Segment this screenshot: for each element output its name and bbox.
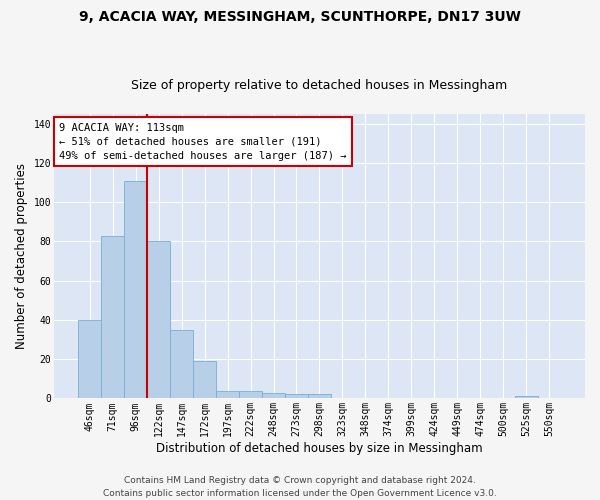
Bar (78, 320, 101, 398)
Bar (170, 330, 193, 398)
Bar (308, 394, 331, 398)
Bar (216, 390, 239, 398)
Text: 9 ACACIA WAY: 113sqm
← 51% of detached houses are smaller (191)
49% of semi-deta: 9 ACACIA WAY: 113sqm ← 51% of detached h… (59, 122, 347, 160)
Bar (193, 361, 216, 399)
Bar (147, 242, 170, 398)
Title: Size of property relative to detached houses in Messingham: Size of property relative to detached ho… (131, 79, 508, 92)
Bar (262, 392, 285, 398)
Bar (239, 390, 262, 398)
Bar (285, 394, 308, 398)
Bar (101, 236, 124, 398)
Bar (515, 396, 538, 398)
Y-axis label: Number of detached properties: Number of detached properties (15, 163, 28, 349)
X-axis label: Distribution of detached houses by size in Messingham: Distribution of detached houses by size … (156, 442, 483, 455)
Text: 9, ACACIA WAY, MESSINGHAM, SCUNTHORPE, DN17 3UW: 9, ACACIA WAY, MESSINGHAM, SCUNTHORPE, D… (79, 10, 521, 24)
Text: Contains HM Land Registry data © Crown copyright and database right 2024.
Contai: Contains HM Land Registry data © Crown c… (103, 476, 497, 498)
Bar (124, 180, 147, 398)
